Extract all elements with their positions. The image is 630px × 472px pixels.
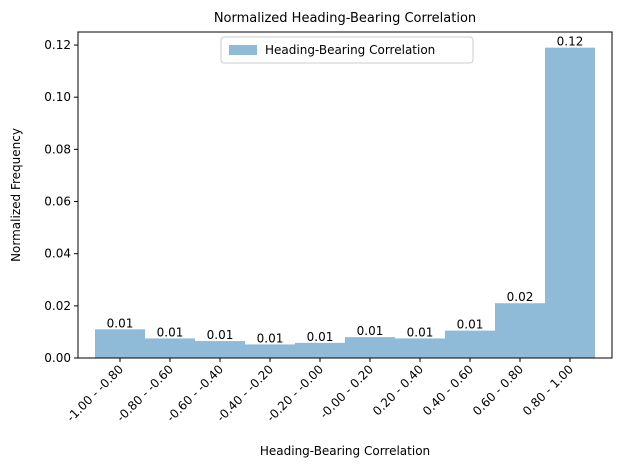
y-tick-label: 0.04 — [44, 247, 71, 261]
y-axis-label: Normalized Frequency — [9, 128, 23, 262]
value-label: 0.01 — [207, 328, 234, 342]
y-tick-label: 0.08 — [44, 142, 71, 156]
value-label: 0.01 — [357, 324, 384, 338]
bar — [495, 303, 545, 358]
value-label: 0.02 — [507, 290, 534, 304]
x-tick-label: 0.20 - 0.40 — [370, 362, 426, 418]
value-label: 0.01 — [107, 316, 134, 330]
y-tick-label: 0.12 — [44, 38, 71, 52]
legend-label: Heading-Bearing Correlation — [265, 43, 435, 57]
bar — [445, 330, 495, 358]
bar — [295, 342, 345, 358]
value-label: 0.12 — [557, 35, 584, 49]
bar — [195, 341, 245, 358]
value-label: 0.01 — [257, 331, 284, 345]
bar — [145, 338, 195, 358]
bar — [545, 47, 595, 358]
bar — [395, 338, 445, 358]
plot-frame — [77, 31, 613, 359]
value-label: 0.01 — [457, 318, 484, 332]
bar — [345, 337, 395, 358]
legend-swatch — [229, 45, 257, 55]
x-axis-label: Heading-Bearing Correlation — [260, 444, 430, 458]
x-tick-label: -0.00 - 0.20 — [317, 362, 376, 421]
legend-box — [220, 36, 474, 64]
bar — [95, 329, 145, 358]
value-label: 0.01 — [407, 325, 434, 339]
value-label: 0.01 — [157, 325, 184, 339]
y-tick-label: 0.10 — [44, 90, 71, 104]
x-tick-label: 0.80 - 1.00 — [520, 362, 576, 418]
bar — [245, 344, 295, 358]
chart-title: Normalized Heading-Bearing Correlation — [214, 11, 476, 26]
y-tick-label: 0.06 — [44, 195, 71, 209]
y-tick-label: 0.02 — [44, 299, 71, 313]
x-tick-label: 0.60 - 0.80 — [470, 362, 526, 418]
y-tick-label: 0.00 — [44, 351, 71, 365]
value-label: 0.01 — [307, 330, 334, 344]
x-tick-label: 0.40 - 0.60 — [420, 362, 476, 418]
